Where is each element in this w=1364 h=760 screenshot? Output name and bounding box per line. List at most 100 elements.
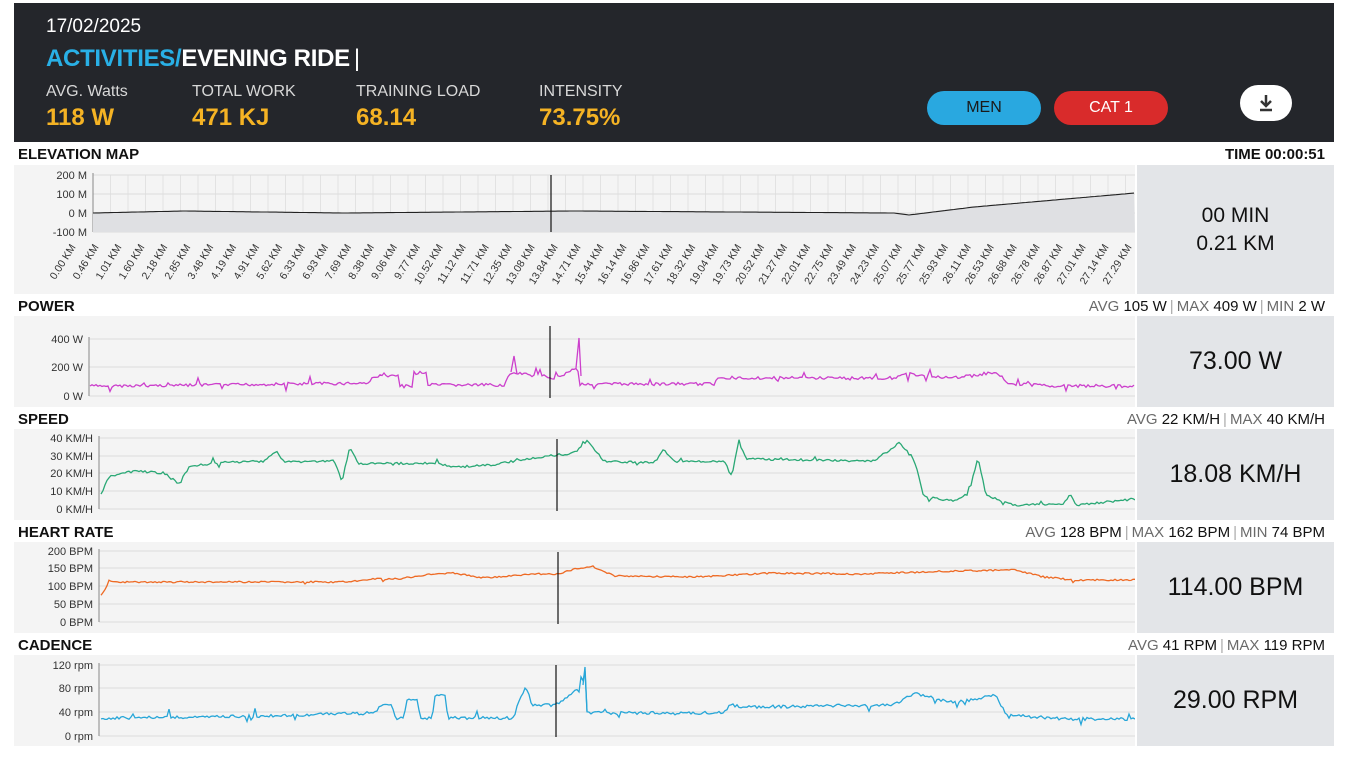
power-readout: 73.00 W	[1137, 316, 1334, 407]
cadence-y-tick-label: 40 rpm	[59, 707, 93, 719]
divider: |	[1124, 524, 1129, 541]
power-y-tick-label: 0 W	[63, 391, 83, 403]
power-avg-value: 105 W	[1123, 298, 1167, 315]
elevation-y-tick-label: -100 M	[53, 227, 87, 239]
stat-label: TRAINING LOAD	[356, 83, 481, 100]
speed-trace	[100, 439, 1136, 507]
power-trace	[89, 366, 1135, 394]
heart-rate-readout: 114.00 BPM	[1137, 542, 1334, 633]
hr-min-value: 74 BPM	[1271, 524, 1325, 541]
speed-title: SPEED	[18, 411, 69, 428]
power-max-value: 409 W	[1213, 298, 1257, 315]
power-min-value: 2 W	[1298, 298, 1325, 315]
text-cursor: |	[353, 45, 360, 72]
speed-y-tick-label: 0 KM/H	[56, 504, 93, 516]
cadence-y-tick-label: 120 rpm	[53, 660, 93, 672]
cadence-current-value: 29.00 RPM	[1172, 686, 1299, 714]
cadence-chart[interactable]: 120 rpm 80 rpm 40 rpm 0 rpm	[14, 655, 1136, 746]
heart-rate-title: HEART RATE	[18, 524, 114, 541]
hr-y-tick-label: 50 BPM	[54, 599, 93, 611]
stat-label: AVG. Watts	[46, 83, 128, 100]
elevation-y-tick-label: 200 M	[56, 170, 87, 182]
heart-rate-chart[interactable]: 200 BPM 150 BPM 100 BPM 50 BPM 0 BPM	[14, 542, 1135, 633]
speed-y-tick-label: 40 KM/H	[50, 433, 93, 445]
activity-name: EVENING RIDE	[181, 45, 350, 72]
elevation-y-tick-label: 100 M	[56, 189, 87, 201]
cursor-distance: 0.21 KM	[1196, 231, 1275, 255]
divider: |	[1223, 411, 1227, 428]
power-y-tick-label: 200 W	[51, 362, 83, 374]
elevation-profile-line	[92, 192, 1135, 216]
cadence-avg-label: AVG	[1128, 637, 1159, 654]
speed-current-value: 18.08 KM/H	[1169, 460, 1302, 488]
divider: |	[1169, 298, 1174, 315]
speed-max-label: MAX	[1229, 411, 1263, 428]
power-avg-label: AVG	[1088, 298, 1120, 315]
cursor-time: 00 MIN	[1201, 203, 1270, 227]
cadence-summary: AVG 41 RPM | MAX 119 RPM	[1128, 637, 1325, 654]
elevation-readout: 00 MIN 0.21 KM	[1137, 165, 1334, 294]
heart-rate-summary: AVG 128 BPM | MAX 162 BPM | MIN 74 BPM	[1025, 524, 1325, 541]
speed-readout: 18.08 KM/H	[1137, 429, 1334, 520]
elevation-area	[93, 193, 1135, 232]
cadence-readout: 29.00 RPM	[1137, 655, 1334, 746]
category-tag-button[interactable]: CAT 1	[1054, 91, 1168, 125]
download-icon	[1260, 95, 1272, 112]
heart-rate-trace	[100, 565, 1135, 596]
speed-avg-label: AVG	[1126, 411, 1158, 428]
divider: |	[1219, 637, 1224, 654]
speed-summary: AVG 22 KM/H | MAX 40 KM/H	[1127, 411, 1325, 428]
power-title: POWER	[18, 298, 75, 315]
cadence-peak	[582, 666, 588, 712]
power-max-label: MAX	[1176, 298, 1210, 315]
hr-avg-label: AVG	[1025, 524, 1056, 541]
page-title: ACTIVITIES/EVENING RIDE |	[46, 45, 360, 73]
hr-avg-value: 128 BPM	[1060, 524, 1122, 541]
stat-value: 471 KJ	[192, 104, 270, 131]
hr-current-value: 114.00 BPM	[1167, 573, 1304, 601]
speed-y-tick-label: 10 KM/H	[50, 486, 93, 498]
hr-y-tick-label: 0 BPM	[60, 617, 93, 629]
activity-header: 17/02/2025 ACTIVITIES/EVENING RIDE | AVG.…	[14, 3, 1334, 142]
hr-max-value: 162 BPM	[1168, 524, 1231, 541]
stat-intensity: INTENSITY 73.75%	[539, 83, 623, 132]
stat-total-work: TOTAL WORK 471 KJ	[192, 83, 296, 132]
stat-label: INTENSITY	[539, 83, 623, 100]
download-button[interactable]	[1240, 85, 1292, 121]
stat-avg-watts: AVG. Watts 118 W	[46, 83, 128, 132]
power-current-value: 73.00 W	[1188, 347, 1283, 375]
power-summary: AVG 105 W | MAX 409 W | MIN 2 W	[1089, 298, 1325, 315]
stat-training-load: TRAINING LOAD 68.14	[356, 83, 480, 132]
elevation-y-tick-label: 0 M	[69, 208, 87, 220]
cadence-max-label: MAX	[1226, 637, 1260, 654]
cadence-avg-value: 41 RPM	[1162, 637, 1217, 654]
cadence-title: CADENCE	[18, 637, 93, 654]
stat-value: 68.14	[356, 104, 417, 131]
cadence-trace	[100, 670, 1136, 727]
hr-min-label: MIN	[1239, 524, 1268, 541]
breadcrumb-activities[interactable]: ACTIVITIES/	[46, 45, 182, 72]
power-peak	[510, 337, 582, 377]
speed-chart[interactable]: 40 KM/H 30 KM/H 20 KM/H 10 KM/H 0 KM/H	[14, 429, 1136, 520]
speed-max-value: 40 KM/H	[1266, 411, 1325, 428]
hr-y-tick-label: 150 BPM	[48, 563, 93, 575]
hr-y-tick-label: 100 BPM	[48, 581, 93, 593]
stat-value: 118 W	[46, 104, 115, 131]
cadence-y-tick-label: 0 rpm	[65, 731, 93, 743]
speed-y-tick-label: 20 KM/H	[50, 468, 93, 480]
hr-y-tick-label: 200 BPM	[48, 546, 93, 558]
power-min-label: MIN	[1266, 298, 1295, 315]
cadence-max-value: 119 RPM	[1263, 637, 1325, 654]
elevation-title: ELEVATION MAP	[18, 146, 140, 163]
gender-tag-button[interactable]: MEN	[927, 91, 1041, 125]
speed-y-tick-label: 30 KM/H	[50, 451, 93, 463]
power-y-tick-label: 400 W	[51, 334, 83, 346]
divider: |	[1259, 298, 1264, 315]
stat-value: 73.75%	[539, 104, 621, 131]
activity-date: 17/02/2025	[46, 16, 142, 37]
elapsed-time: TIME 00:00:51	[1224, 146, 1325, 163]
cadence-y-tick-label: 80 rpm	[59, 683, 93, 695]
power-chart[interactable]: 400 W 200 W 0 W	[14, 316, 1135, 407]
speed-avg-value: 22 KM/H	[1161, 411, 1221, 428]
